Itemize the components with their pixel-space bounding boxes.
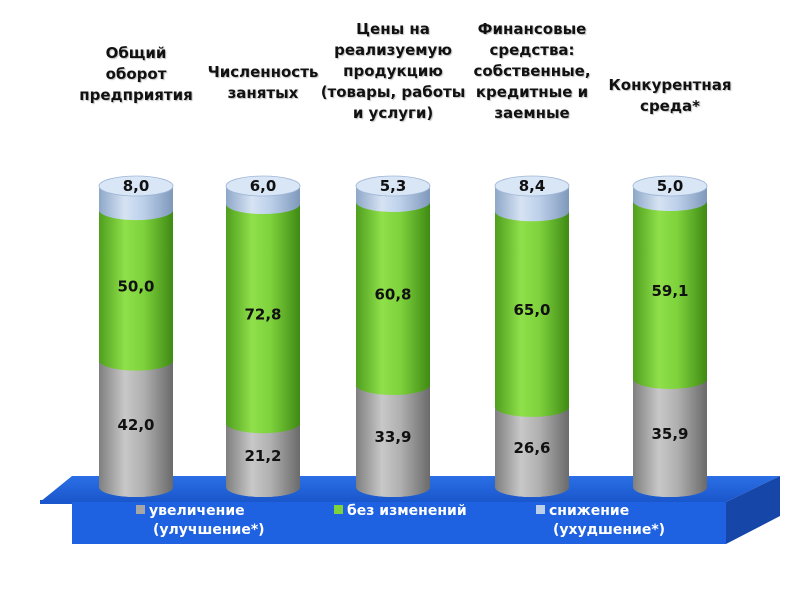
bar-nochange-3	[356, 201, 430, 395]
cylinder-3-top	[355, 175, 431, 197]
legend-item-increase: увеличение (улучшение*)	[136, 502, 265, 540]
floor-front-shade	[40, 500, 72, 504]
bar-increase-5	[633, 378, 707, 497]
cylinder-4-top	[494, 175, 570, 197]
category-title-5: Конкурентная среда*	[608, 76, 732, 115]
legend-item-nochange: без изменений	[334, 502, 467, 521]
data-label-decrease-2: 6,0	[250, 177, 277, 195]
data-label-nochange-2: 72,8	[244, 306, 281, 324]
data-label-decrease-4: 8,4	[519, 177, 546, 195]
legend-swatch-nochange	[334, 505, 343, 514]
legend-item-decrease: снижение (ухудшение*)	[536, 502, 665, 540]
bar-nochange-4	[495, 211, 569, 417]
legend-label-decrease-line2: (ухудшение*)	[553, 522, 666, 538]
legend-label-decrease: снижение	[549, 503, 630, 519]
bar-nochange-1	[99, 210, 173, 371]
data-label-increase-1: 42,0	[117, 416, 154, 434]
legend-swatch-decrease	[536, 505, 545, 514]
floor-side	[726, 476, 780, 544]
bar-increase-3	[356, 384, 430, 497]
legend-label-nochange: без изменений	[347, 503, 467, 519]
cylinder-1	[98, 175, 174, 497]
category-title-1: Общий оборот предприятия	[79, 43, 193, 104]
bar-increase-4	[495, 406, 569, 497]
cylinder-2-top	[225, 175, 301, 197]
chart-floor	[40, 476, 780, 544]
bar-increase-2	[226, 423, 300, 497]
bar-nochange-2	[226, 204, 300, 434]
legend-label-increase-line2: (улучшение*)	[153, 522, 265, 538]
data-label-increase-2: 21,2	[244, 447, 281, 465]
cylinder-4	[494, 175, 570, 497]
data-label-nochange-4: 65,0	[513, 301, 550, 319]
legend-label-increase: увеличение	[149, 503, 245, 519]
category-title-2: Численность занятых	[207, 63, 319, 102]
cylinder-1-top	[98, 175, 174, 197]
cylinder-5-top	[632, 175, 708, 197]
category-title-4: Финансовые средства: собственные, кредит…	[473, 19, 591, 122]
legend-swatch-increase	[136, 505, 145, 514]
data-label-nochange-1: 50,0	[117, 277, 154, 295]
bar-increase-1	[99, 360, 173, 497]
bar-nochange-5	[633, 201, 707, 389]
data-label-increase-4: 26,6	[513, 439, 550, 457]
data-label-nochange-3: 60,8	[374, 285, 411, 303]
cylinder-3	[355, 175, 431, 497]
data-label-decrease-3: 5,3	[380, 177, 407, 195]
data-label-nochange-5: 59,1	[651, 282, 688, 300]
data-label-increase-3: 33,9	[374, 428, 411, 446]
cylinder-5	[632, 175, 708, 497]
legend-band	[72, 502, 726, 544]
data-label-decrease-1: 8,0	[123, 177, 150, 195]
category-title-3: Цены на реализуемую продукцию (товары, р…	[320, 19, 466, 122]
cylinder-2	[225, 175, 301, 497]
data-label-decrease-5: 5,0	[657, 177, 684, 195]
data-label-increase-5: 35,9	[651, 425, 688, 443]
